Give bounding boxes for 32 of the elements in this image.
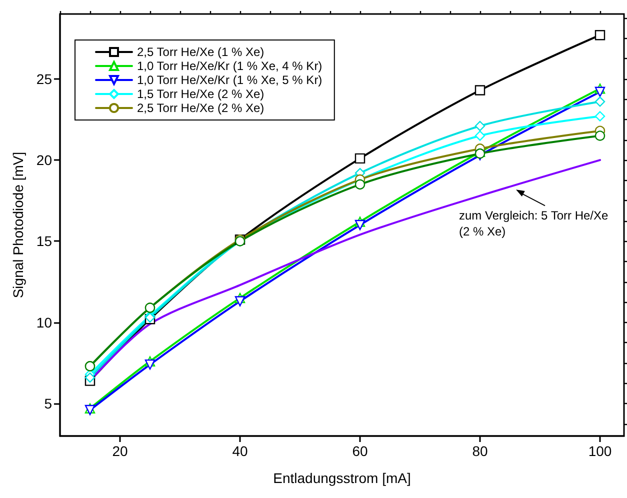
legend-label: 1,0 Torr He/Xe/Kr (1 % Xe, 4 % Kr) [137, 59, 322, 73]
point [144, 359, 156, 370]
point [354, 153, 366, 164]
legend-label: 1,5 Torr He/Xe (2 % Xe) [137, 87, 264, 101]
x-tick-label: 20 [112, 443, 128, 459]
y-tick-label: 25 [36, 70, 52, 87]
y-tick-label: 10 [36, 314, 52, 330]
legend-label: 1,0 Torr He/Xe/Kr (1 % Xe, 5 % Kr) [137, 73, 322, 87]
x-tick-label: 40 [232, 443, 248, 459]
x-tick-label: 80 [472, 443, 488, 459]
point [234, 296, 246, 306]
point [474, 85, 486, 96]
legend-label: 2,5 Torr He/Xe (1 % Xe) [137, 45, 264, 59]
y-tick-label: 5 [44, 396, 52, 412]
point [474, 120, 486, 132]
x-axis-title: Entladungsstrom [mA] [273, 470, 411, 486]
point [594, 130, 606, 141]
point [594, 86, 606, 98]
point [594, 30, 606, 40]
y-tick-label: 15 [36, 233, 52, 250]
point [354, 220, 366, 230]
point [354, 179, 366, 190]
point [594, 96, 606, 107]
annotation: zum Vergleich: 5 Torr He/Xe (2 % Xe) [459, 208, 612, 239]
y-tick-label: 20 [36, 152, 52, 168]
point [594, 111, 606, 122]
point [84, 372, 96, 383]
point [474, 130, 486, 141]
legend-label: 2,5 Torr He/Xe (2 % Xe) [137, 101, 264, 115]
y-axis-title: Signal Photodiode [mV] [10, 152, 26, 298]
x-tick-label: 60 [352, 443, 368, 459]
x-tick-label: 100 [588, 443, 612, 459]
